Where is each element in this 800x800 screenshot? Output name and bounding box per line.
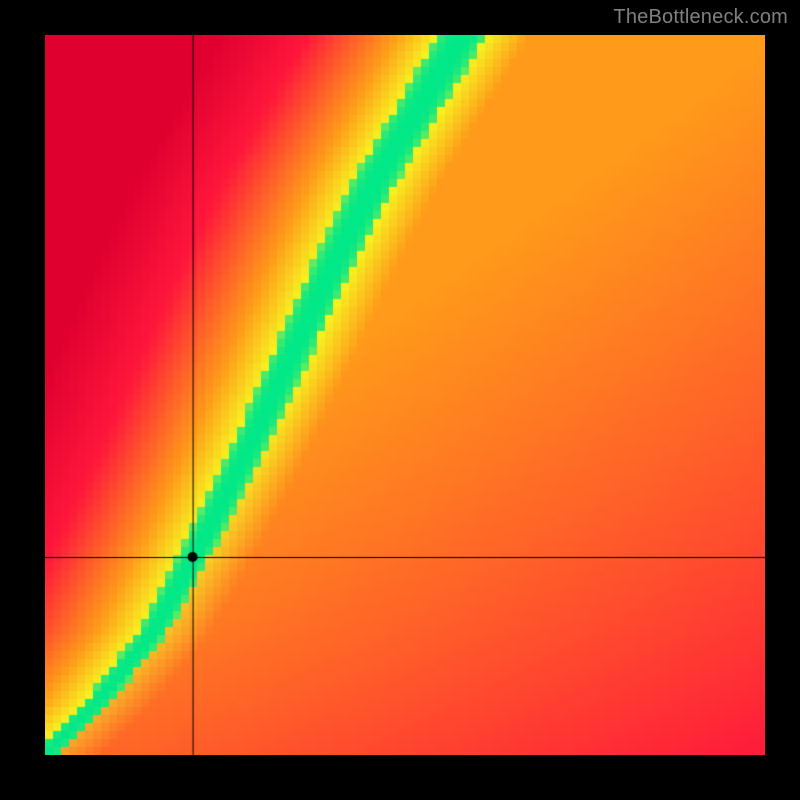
heatmap-plot [45,35,765,755]
root: TheBottleneck.com [0,0,800,800]
watermark-label: TheBottleneck.com [613,6,788,29]
heatmap-canvas [45,35,765,755]
